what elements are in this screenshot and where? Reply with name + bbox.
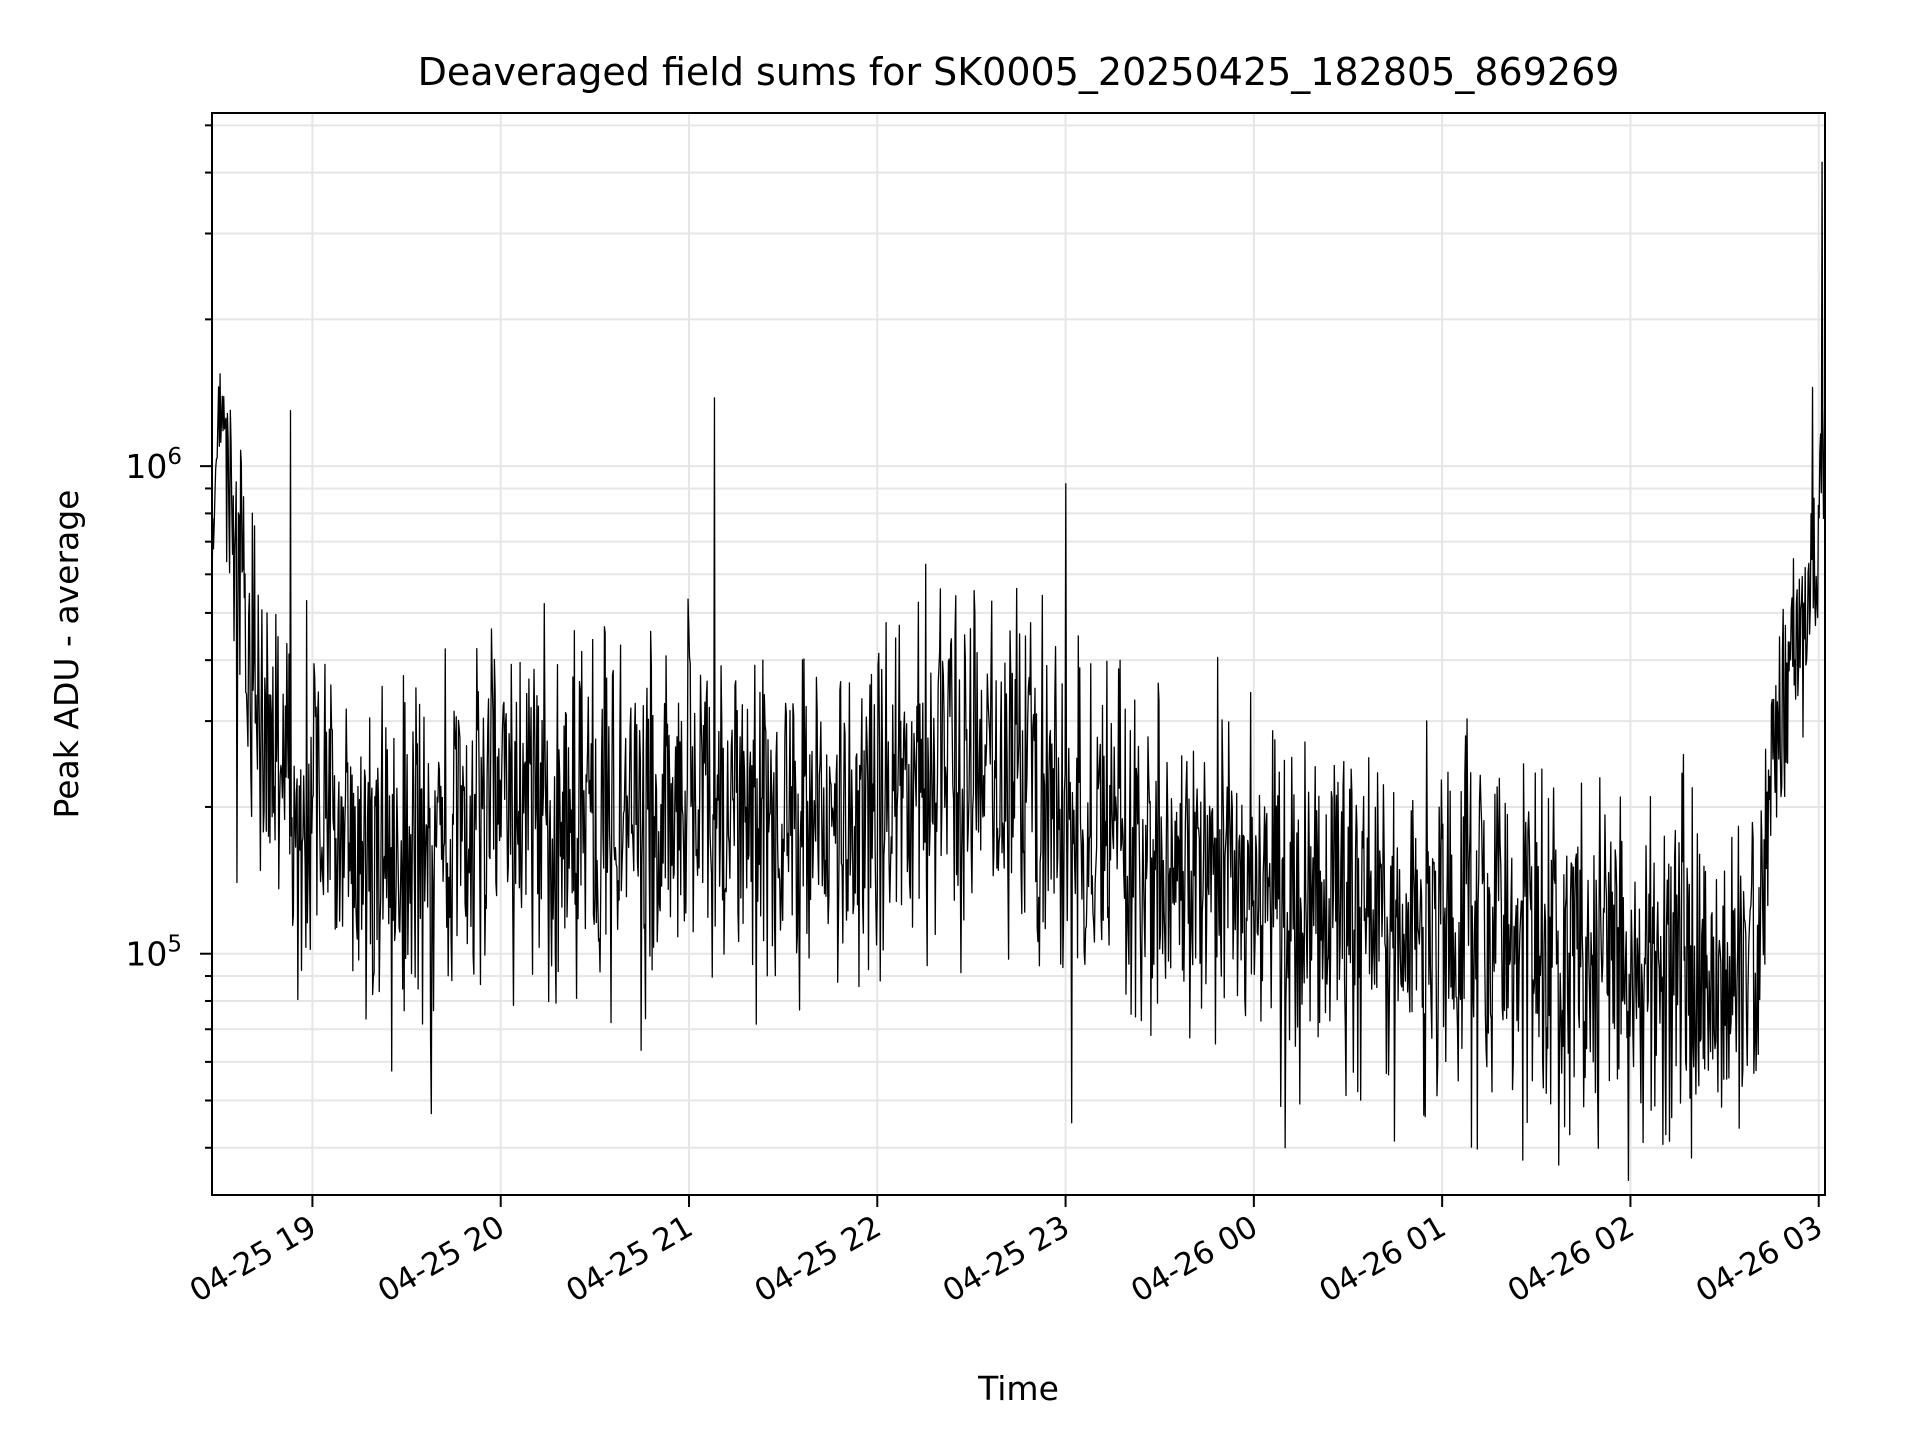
data-series-line (211, 161, 1826, 1182)
y-tick-label: 105 (125, 932, 182, 974)
grid (212, 113, 1825, 1195)
x-axis-label: Time (977, 1369, 1059, 1408)
series-layer (211, 161, 1826, 1182)
chart-title: Deaveraged field sums for SK0005_2025042… (418, 50, 1620, 94)
plot-frame (211, 112, 1826, 1196)
y-axis-label: Peak ADU - average (47, 490, 86, 819)
y-tick-label: 106 (125, 444, 182, 486)
